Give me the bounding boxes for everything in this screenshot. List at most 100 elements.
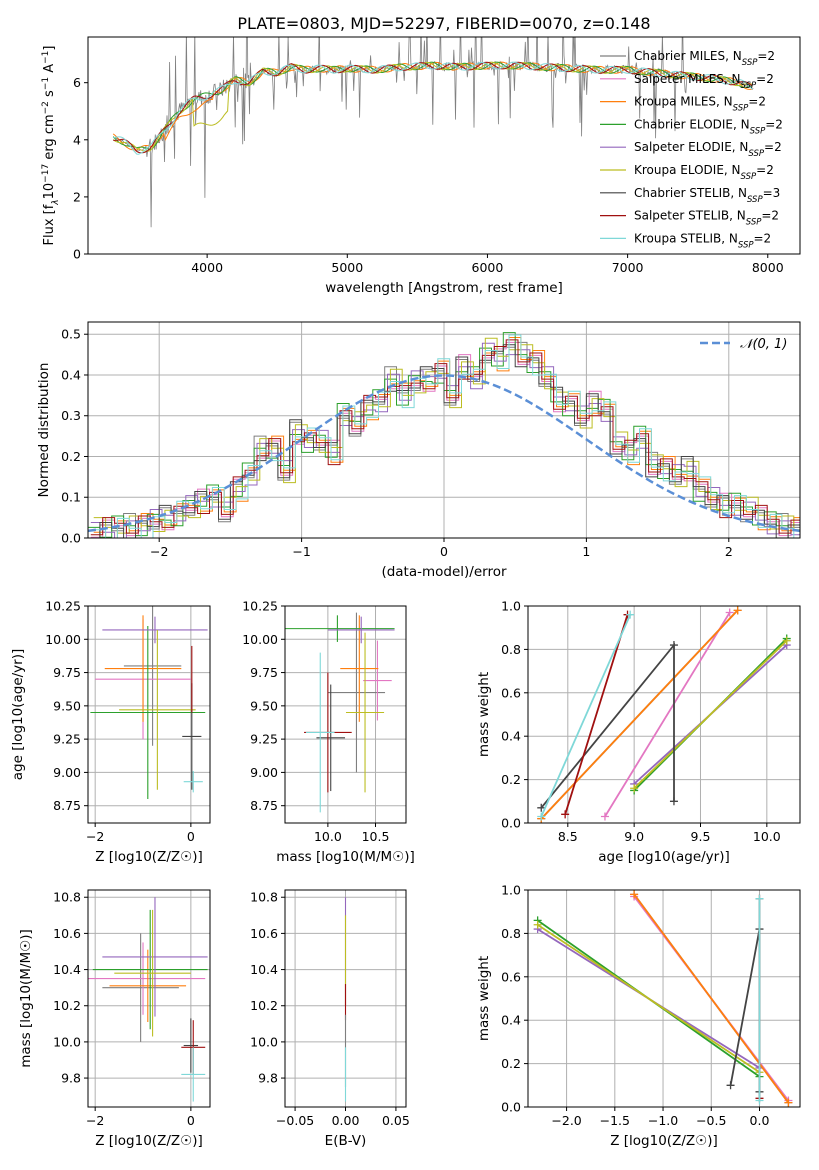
y-tick-label: 0.4 — [501, 729, 521, 744]
y-tick-label: 0.6 — [501, 685, 521, 700]
y-tick-label: 10.4 — [53, 962, 81, 977]
data-point-marker — [755, 894, 764, 903]
axes-frame — [87, 321, 801, 539]
legend-label: Kroupa MILES, NSSP=2 — [634, 95, 766, 114]
massweight_vs_age-plot: 8.5 9.0 9.5 10.0 0.0 0.2 0.4 0.6 0.8 1.0 age [log1… — [476, 599, 801, 865]
mass-weight-line — [564, 614, 629, 815]
mass_vs_Z-y-label: mass [log10(M/M☉)] — [18, 929, 34, 1068]
y-tick-label: 10.0 — [250, 1034, 278, 1049]
mass_vs_EBV-plot: −0.05 0.00 0.05 9.8 10.0 10.2 10.4 10.6 10.8 E(B-… — [250, 889, 410, 1149]
age_vs_Z-x-label: Z [log10(Z/Z☉)] — [95, 849, 203, 865]
y-tick-label: 9.25 — [53, 732, 81, 747]
age_vs_Z-plot: −2 0 8.75 9.00 9.25 9.50 9.75 10.00 10.25 Z [log1… — [10, 599, 211, 865]
y-tick-label: 6 — [73, 75, 81, 90]
x-tick-label: 0 — [187, 829, 195, 844]
spectrum-y-label: Flux [fλ10−17 erg cm−2 s−1 A−1] — [41, 46, 61, 246]
data-point-marker — [725, 608, 734, 617]
x-tick-label: 5000 — [331, 260, 363, 275]
data-point-marker — [755, 1096, 764, 1105]
x-tick-label: −0.05 — [276, 1113, 314, 1128]
x-tick-label: 6000 — [472, 260, 504, 275]
mass-weight-line — [633, 893, 790, 1104]
model-spectrum — [113, 61, 753, 155]
y-tick-label: 0 — [73, 247, 81, 262]
residuals-y-label: Normed distribution — [36, 363, 52, 498]
y-tick-label: 1.0 — [501, 599, 521, 614]
y-tick-label: 9.50 — [53, 698, 81, 713]
y-tick-label: 10.6 — [53, 926, 81, 941]
legend-label: 𝒩(0, 1) — [740, 337, 787, 352]
y-tick-label: 10.25 — [242, 599, 278, 614]
mass-weight-line — [537, 923, 760, 1074]
x-tick-label: −2 — [86, 1113, 104, 1128]
massweight_vs_age-x-label: age [log10(age/yr)] — [598, 849, 730, 865]
y-tick-label: 0.5 — [61, 327, 81, 342]
y-tick-label: 10.6 — [250, 926, 278, 941]
y-tick-label: 10.2 — [53, 998, 81, 1013]
spectrum-x-label: wavelength [Angstrom, rest frame] — [325, 280, 563, 296]
y-tick-label: 10.0 — [53, 1034, 81, 1049]
model-spectrum — [112, 61, 753, 152]
data-point-marker — [537, 803, 546, 812]
data-point-marker — [782, 636, 791, 645]
data-point-marker — [669, 641, 678, 650]
model-spectrum — [112, 61, 753, 151]
massweight_vs_age-y-label: mass weight — [476, 672, 492, 757]
y-tick-label: 10.00 — [242, 632, 278, 647]
x-tick-label: 0.00 — [332, 1113, 360, 1128]
y-tick-label: 0.2 — [501, 1056, 521, 1071]
data-point-marker — [784, 1098, 793, 1107]
legend-label: Chabrier ELODIE, NSSP=2 — [634, 117, 783, 136]
y-tick-label: 0.0 — [61, 531, 81, 546]
age_vs_mass-x-label: mass [log10(M/M☉)] — [276, 849, 415, 865]
x-tick-label: 0 — [440, 544, 448, 559]
y-tick-label: 10.25 — [45, 599, 81, 614]
y-tick-label: 4 — [73, 132, 81, 147]
figure-title: PLATE=0803, MJD=52297, FIBERID=0070, z=0… — [237, 14, 650, 33]
data-point-marker — [630, 890, 639, 899]
massweight_vs_Z-plot: −2.0 −1.5 −1.0 −0.5 0.0 0.0 0.2 0.4 0.6 0.8 1.0 Z [… — [476, 883, 801, 1149]
x-tick-label: 1 — [582, 544, 590, 559]
y-tick-label: 0.1 — [61, 490, 81, 505]
legend-label: Kroupa ELODIE, NSSP=2 — [634, 163, 774, 182]
data-point-marker — [630, 784, 639, 793]
data-point-marker — [669, 797, 678, 806]
axes-frame — [284, 605, 407, 824]
axes-frame — [284, 889, 407, 1108]
x-tick-label: 10.5 — [362, 829, 390, 844]
y-tick-label: 0.2 — [61, 449, 81, 464]
y-tick-label: 10.2 — [250, 998, 278, 1013]
y-tick-label: 9.25 — [250, 732, 278, 747]
y-tick-label: 9.00 — [250, 765, 278, 780]
y-tick-label: 9.8 — [61, 1071, 81, 1086]
data-point-marker — [726, 1081, 735, 1090]
data-point-marker — [533, 920, 542, 929]
axes-frame — [87, 605, 211, 824]
y-tick-label: 9.75 — [53, 665, 81, 680]
axes-frame — [527, 889, 801, 1108]
x-tick-label: 7000 — [612, 260, 644, 275]
x-tick-label: 10.0 — [753, 829, 781, 844]
x-tick-label: 4000 — [191, 260, 223, 275]
x-tick-label: 8000 — [752, 260, 784, 275]
data-point-marker — [600, 812, 609, 821]
massweight_vs_Z-x-label: Z [log10(Z/Z☉)] — [610, 1133, 718, 1149]
data-point-marker — [733, 606, 742, 615]
age_vs_mass-plot: 10.0 10.5 8.75 9.00 9.25 9.50 9.75 10.00 10.25 ma… — [242, 599, 415, 866]
residuals-plot: −2 −1 0 1 2 0.0 0.1 0.2 0.3 0.4 0.5 𝒩(0, 1) (data-mo… — [36, 321, 801, 580]
y-tick-label: 0.8 — [501, 642, 521, 657]
y-tick-label: 10.00 — [45, 632, 81, 647]
x-tick-label: 0.0 — [750, 1113, 770, 1128]
legend-label: Chabrier STELIB, NSSP=3 — [634, 186, 780, 205]
y-tick-label: 9.8 — [258, 1071, 278, 1086]
x-tick-label: −0.5 — [696, 1113, 726, 1128]
x-tick-label: 0.05 — [382, 1113, 410, 1128]
x-tick-label: −2.0 — [551, 1113, 581, 1128]
axes-frame — [87, 36, 801, 255]
y-tick-label: 9.75 — [250, 665, 278, 680]
y-tick-label: 0.0 — [501, 816, 521, 831]
y-tick-label: 10.8 — [250, 890, 278, 905]
y-tick-label: 1.0 — [501, 883, 521, 898]
mass-weight-line — [604, 612, 731, 817]
y-tick-label: 0.8 — [501, 926, 521, 941]
